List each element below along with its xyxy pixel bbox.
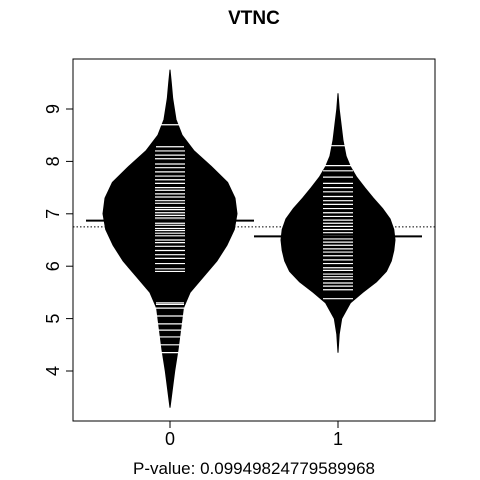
x-tick-label-1: 1 [333, 429, 343, 449]
y-tick-label-5: 5 [43, 314, 63, 324]
chart-title: VTNC [228, 8, 280, 29]
plot-area [72, 58, 436, 422]
y-tick-label-4: 4 [43, 366, 63, 376]
x-tick-label-0: 0 [165, 429, 175, 449]
y-tick-label-7: 7 [43, 209, 63, 219]
y-tick-label-9: 9 [43, 104, 63, 114]
y-axis: 4 5 6 7 8 9 [43, 104, 74, 376]
y-tick-label-8: 8 [43, 156, 63, 166]
bean-shape-group-0 [102, 69, 238, 408]
y-tick-label-6: 6 [43, 261, 63, 271]
x-axis-label: P-value: 0.09949824779589968 [133, 459, 375, 478]
